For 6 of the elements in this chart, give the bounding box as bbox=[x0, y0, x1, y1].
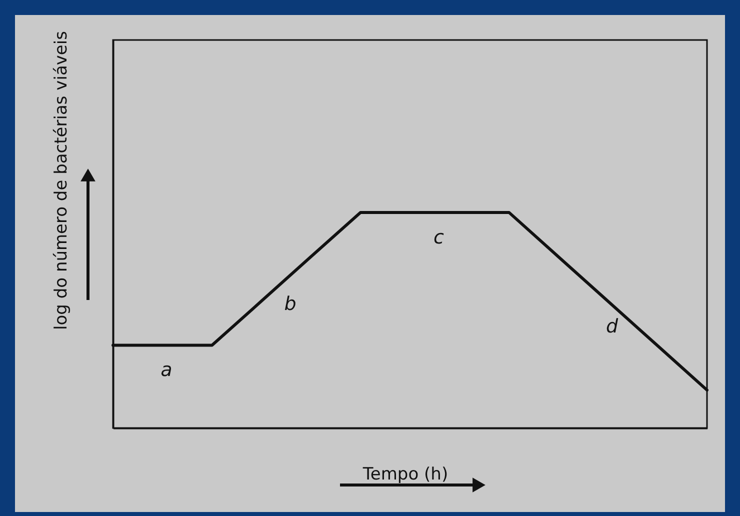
annotation: a bbox=[160, 359, 172, 382]
annotation: d bbox=[606, 315, 619, 338]
annotation: c bbox=[434, 226, 445, 248]
y-axis-title: log do número de bactérias viáveis bbox=[52, 30, 72, 330]
annotation: b bbox=[284, 292, 296, 315]
x-axis-title: Tempo (h) bbox=[362, 464, 448, 484]
